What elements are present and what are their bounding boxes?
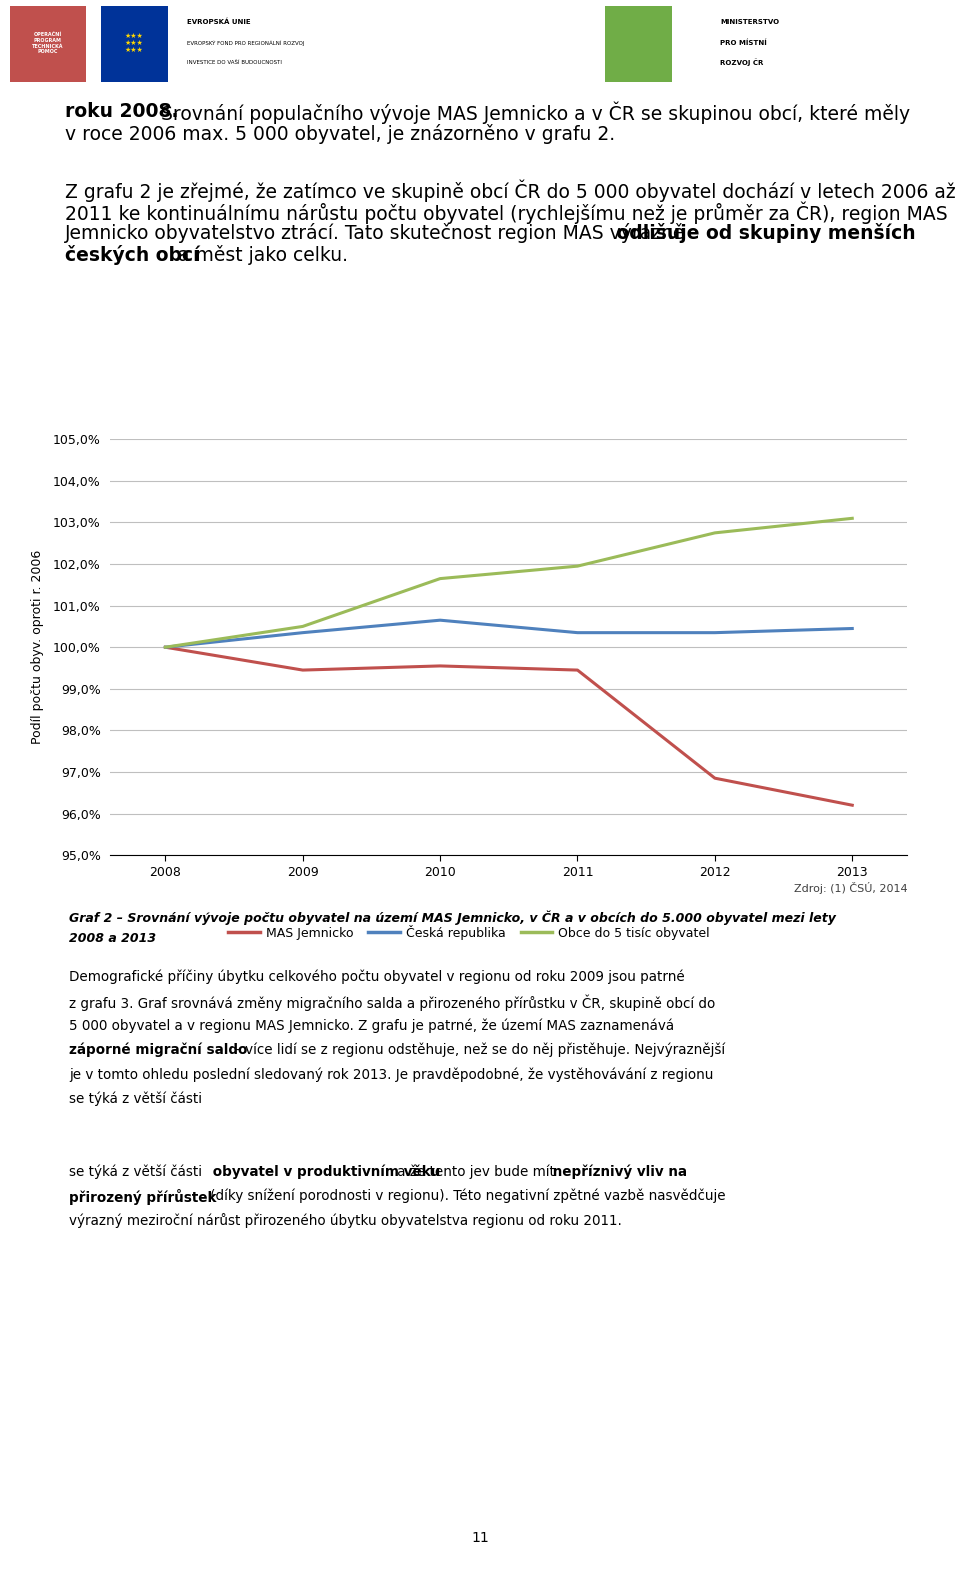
Text: přirozený přírůstek: přirozený přírůstek [69,1189,217,1205]
Text: se týká z větší části: se týká z větší části [69,1164,203,1178]
Text: se týká z větší části: se týká z větší části [69,1092,203,1106]
Text: je v tomto ohledu poslední sledovaný rok 2013. Je pravděpodobné, že vystěhováván: je v tomto ohledu poslední sledovaný rok… [69,1067,713,1081]
Text: INVESTICE DO VAŠÍ BUDOUCNOSTI: INVESTICE DO VAŠÍ BUDOUCNOSTI [187,60,282,64]
Text: výrazný meziroční nárůst přirozeného úbytku obyvatelstva regionu od roku 2011.: výrazný meziroční nárůst přirozeného úby… [69,1213,622,1229]
Text: Z grafu 2 je zřejmé, že zatímco ve skupině obcí ČR do 5 000 obyvatel dochází v l: Z grafu 2 je zřejmé, že zatímco ve skupi… [65,179,955,201]
Text: obyvatel v produktivním věku: obyvatel v produktivním věku [208,1164,441,1178]
Text: ●: ● [631,33,648,53]
Text: OPERAČNÍ
PROGRAM
TECHNICKÁ
POMOC: OPERAČNÍ PROGRAM TECHNICKÁ POMOC [33,31,63,55]
Legend: MAS Jemnicko, Česká republika, Obce do 5 tisíc obyvatel: MAS Jemnicko, Česká republika, Obce do 5… [224,919,714,945]
Text: MINISTERSTVO: MINISTERSTVO [720,19,780,25]
Text: 2008 a 2013: 2008 a 2013 [69,932,156,945]
Text: v roce 2006 max. 5 000 obyvatel, je znázorněno v grafu 2.: v roce 2006 max. 5 000 obyvatel, je znáz… [65,124,615,144]
FancyBboxPatch shape [10,6,86,82]
Text: a že tento jev bude mít: a že tento jev bude mít [393,1164,555,1178]
Text: roku 2008.: roku 2008. [65,102,179,121]
Text: Demografické příčiny úbytku celkového počtu obyvatel v regionu od roku 2009 jsou: Demografické příčiny úbytku celkového po… [69,970,684,984]
Text: Jemnicko obyvatelstvo ztrácí. Tato skutečnost region MAS výrazně: Jemnicko obyvatelstvo ztrácí. Tato skute… [65,223,685,243]
Text: 2011 ke kontinuálnímu nárůstu počtu obyvatel (rychlejšímu než je průměr za ČR), : 2011 ke kontinuálnímu nárůstu počtu obyv… [65,201,948,223]
Text: českých obcí: českých obcí [65,245,200,265]
Text: Zdroj: (1) ČSÚ, 2014: Zdroj: (1) ČSÚ, 2014 [794,882,907,894]
Text: – více lidí se z regionu odstěhuje, než se do něj přistěhuje. Nejvýraznější: – více lidí se z regionu odstěhuje, než … [230,1043,726,1058]
Text: EVROPSKÁ UNIE: EVROPSKÁ UNIE [187,19,251,25]
Text: z grafu 3. Graf srovnává změny migračního salda a přirozeného přírůstku v ČR, sk: z grafu 3. Graf srovnává změny migračníh… [69,995,715,1010]
Text: 5 000 obyvatel a v regionu MAS Jemnicko. Z grafu je patrné, že území MAS zazname: 5 000 obyvatel a v regionu MAS Jemnicko.… [69,1018,674,1032]
Y-axis label: Podíl počtu obyv. oproti r. 2006: Podíl počtu obyv. oproti r. 2006 [32,551,44,744]
Text: Srovnání populačního vývoje MAS Jemnicko a v ČR se skupinou obcí, které měly: Srovnání populačního vývoje MAS Jemnicko… [155,102,910,124]
Text: záporné migrační saldo: záporné migrační saldo [69,1043,248,1058]
Text: EVROPSKÝ FOND PRO REGIONÁLNÍ ROZVOJ: EVROPSKÝ FOND PRO REGIONÁLNÍ ROZVOJ [187,41,304,46]
Text: odlišuje od skupiny menších: odlišuje od skupiny menších [610,223,916,243]
Text: (díky snížení porodnosti v regionu). Této negativní zpětné vazbě nasvědčuje: (díky snížení porodnosti v regionu). Tét… [206,1189,726,1203]
Text: 11: 11 [471,1531,489,1545]
FancyBboxPatch shape [605,6,672,82]
Text: ★★★
★★★
★★★: ★★★ ★★★ ★★★ [125,33,144,53]
Text: a měst jako celku.: a měst jako celku. [172,245,348,265]
Text: ROZVOJ ČR: ROZVOJ ČR [720,58,763,66]
Text: nepříznivý vliv na: nepříznivý vliv na [548,1164,687,1178]
Text: Graf 2 – Srovnání vývoje počtu obyvatel na území MAS Jemnicko, v ČR a v obcích d: Graf 2 – Srovnání vývoje počtu obyvatel … [69,910,836,924]
FancyBboxPatch shape [101,6,168,82]
Text: PRO MÍSTNÍ: PRO MÍSTNÍ [720,39,767,47]
